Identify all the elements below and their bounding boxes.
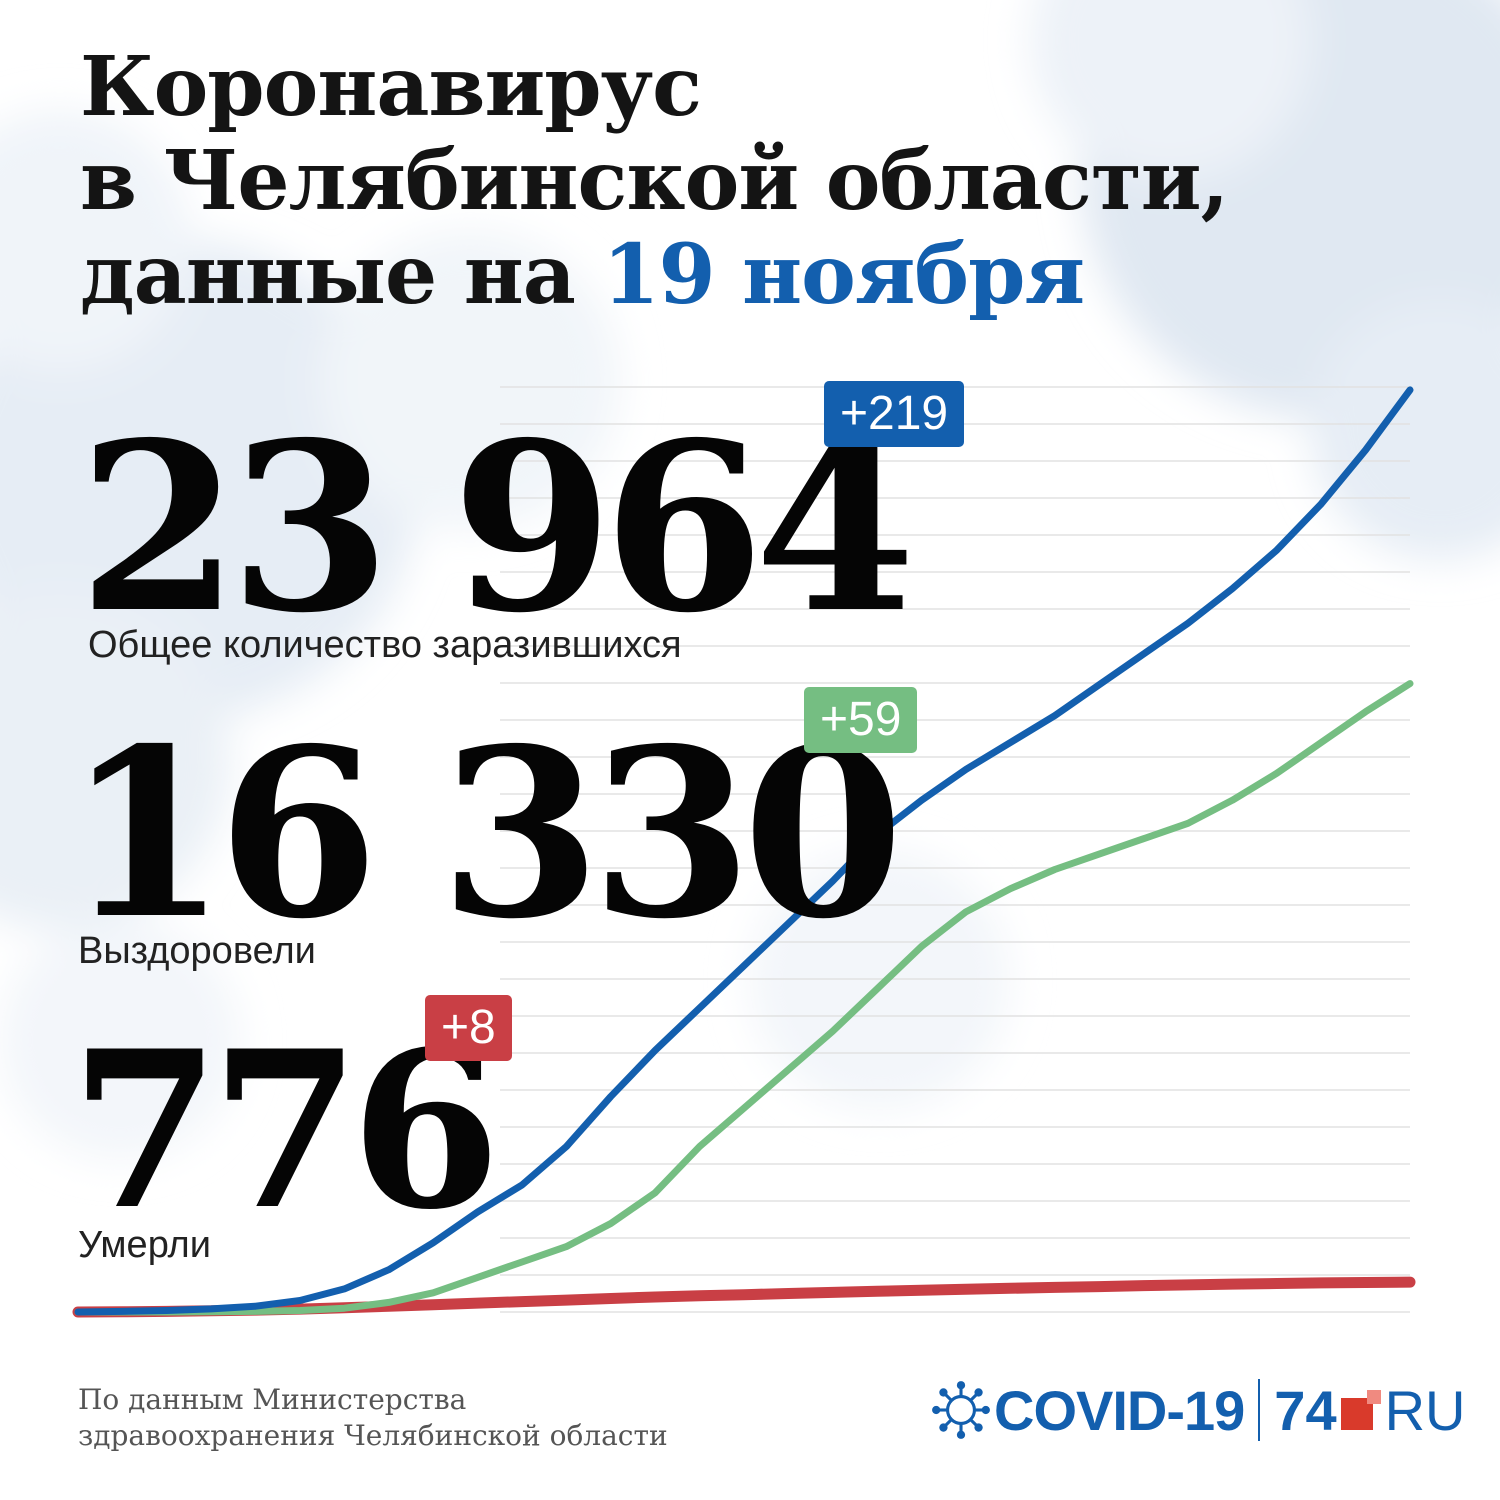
chart-series <box>72 386 1416 1318</box>
series-line-cases <box>74 386 1414 1316</box>
site-tld: RU <box>1384 1378 1466 1442</box>
source-line-1: По данным Министерства <box>78 1383 467 1416</box>
title-line-2: в Челябинской области, <box>80 133 1229 229</box>
data-source: По данным Министерства здравоохранения Ч… <box>78 1382 668 1454</box>
logo-divider <box>1258 1379 1261 1441</box>
series-line-recovered <box>74 680 1414 1316</box>
title-line-3: данные на 19 ноября <box>80 228 1228 322</box>
title-prefix: данные на <box>80 227 576 323</box>
source-line-2: здравоохранения Челябинской области <box>78 1419 668 1452</box>
covid-logo-text: COVID-19 <box>994 1378 1245 1442</box>
deaths-delta-badge: +8 <box>425 995 512 1061</box>
cases-delta-badge: +219 <box>824 381 965 447</box>
virus-icon <box>932 1381 990 1439</box>
deaths-label: Умерли <box>78 1224 211 1266</box>
cases-label: Общее количество заразившихся <box>88 624 682 666</box>
chart-gridlines <box>500 386 1410 1313</box>
page-title: Коронавирус в Челябинской области, данны… <box>80 39 1229 322</box>
recovered-label: Выздоровели <box>78 930 316 972</box>
title-line-1: Коронавирус <box>80 39 702 135</box>
recovered-total: 16 330 <box>66 697 904 970</box>
recovered-delta-badge: +59 <box>804 687 918 753</box>
cases-total: 23 964 <box>78 391 916 664</box>
red-square-icon <box>1340 1390 1381 1430</box>
title-date: 19 ноября <box>602 227 1085 323</box>
brand-logo: COVID-19 74 RU <box>930 1370 1465 1450</box>
site-number: 74 <box>1274 1378 1337 1442</box>
